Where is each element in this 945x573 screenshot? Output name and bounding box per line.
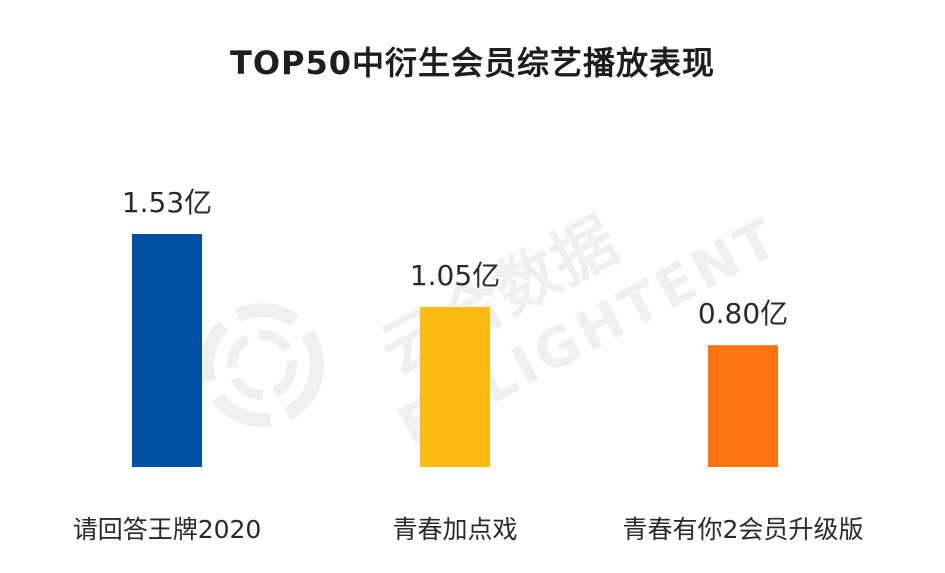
- bar-2: [420, 307, 490, 467]
- bar-1: [132, 234, 202, 467]
- category-label-2: 青春加点戏: [392, 515, 517, 544]
- category-label-1: 请回答王牌2020: [73, 515, 262, 544]
- labels-layer: 1.53亿 1.05亿 0.80亿: [122, 186, 788, 330]
- chart-title: TOP50中衍生会员综艺播放表现: [229, 44, 716, 82]
- bar-3: [708, 345, 778, 467]
- value-label-3: 0.80亿: [698, 297, 788, 330]
- value-label-2: 1.05亿: [410, 259, 500, 292]
- bars-layer: [132, 234, 778, 467]
- category-labels-layer: 请回答王牌2020 青春加点戏 青春有你2会员升级版: [73, 515, 864, 544]
- category-label-3: 青春有你2会员升级版: [623, 515, 864, 544]
- value-label-1: 1.53亿: [122, 186, 212, 219]
